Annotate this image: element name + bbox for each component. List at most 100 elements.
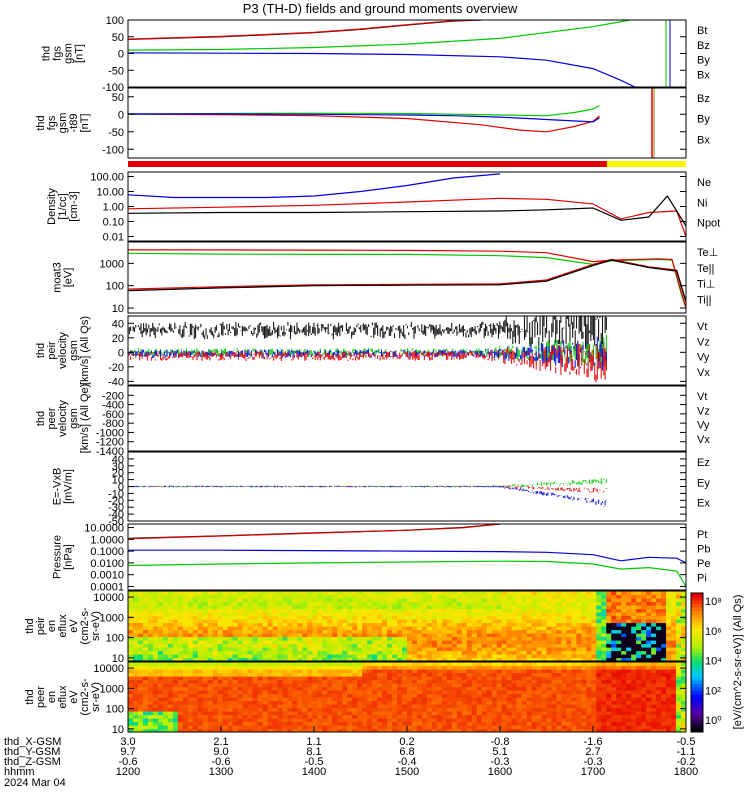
heatmap-cell bbox=[132, 622, 139, 627]
heatmap-cell bbox=[451, 612, 458, 617]
gsm-value: 2.1 bbox=[213, 736, 228, 748]
heatmap-cell bbox=[576, 591, 582, 596]
heatmap-cell bbox=[128, 619, 134, 624]
heatmap-cell bbox=[446, 690, 453, 695]
heatmap-cell bbox=[656, 598, 662, 603]
heatmap-cell bbox=[446, 643, 453, 648]
heatmap-cell bbox=[551, 640, 558, 645]
heatmap-cell bbox=[187, 669, 194, 674]
heatmap-cell bbox=[431, 683, 438, 688]
heatmap-cell bbox=[656, 690, 662, 695]
heatmap-cell bbox=[382, 718, 388, 723]
heatmap-cell bbox=[581, 697, 587, 702]
heatmap-cell bbox=[147, 665, 154, 670]
heatmap-cell bbox=[536, 704, 543, 709]
heatmap-cell bbox=[671, 700, 677, 705]
heatmap-cell bbox=[157, 636, 164, 641]
heatmap-cell bbox=[516, 721, 523, 726]
heatmap-cell bbox=[451, 615, 458, 620]
heatmap-cell bbox=[282, 662, 289, 667]
heatmap-cell bbox=[646, 605, 652, 610]
heatmap-cell bbox=[491, 676, 498, 681]
heatmap-cell bbox=[382, 650, 388, 655]
heatmap-cell bbox=[357, 672, 363, 677]
heatmap-cell bbox=[676, 633, 682, 638]
heatmap-cell bbox=[476, 728, 483, 732]
heatmap-cell bbox=[322, 608, 328, 613]
heatmap-cell bbox=[347, 686, 353, 691]
heatmap-cell bbox=[621, 626, 627, 631]
heatmap-cell bbox=[606, 640, 612, 645]
heatmap-cell bbox=[397, 679, 403, 684]
heatmap-cell bbox=[222, 725, 229, 730]
heatmap-cell bbox=[641, 686, 647, 691]
heatmap-cell bbox=[471, 629, 478, 634]
heatmap-cell bbox=[332, 686, 338, 691]
heatmap-cell bbox=[536, 686, 543, 691]
heatmap-cell bbox=[681, 601, 686, 606]
heatmap-cell bbox=[421, 650, 428, 655]
heatmap-cell bbox=[372, 598, 378, 603]
heatmap-cell bbox=[451, 669, 458, 674]
heatmap-cell bbox=[631, 657, 637, 661]
panel-ylabel: thdpeirvelocitygsm[km/s] (All Qs) bbox=[35, 316, 91, 385]
heatmap-cell bbox=[292, 679, 298, 684]
heatmap-cell bbox=[347, 672, 353, 677]
colorbar-cell bbox=[691, 690, 703, 695]
heatmap-cell bbox=[277, 629, 284, 634]
heatmap-cell bbox=[626, 700, 632, 705]
heatmap-cell bbox=[347, 700, 353, 705]
heatmap-cell bbox=[382, 626, 388, 631]
ylabel-line: [km/s] (All Qe) bbox=[79, 384, 91, 454]
heatmap-cell bbox=[202, 662, 209, 667]
heatmap-cell bbox=[626, 662, 632, 667]
heatmap-cell bbox=[197, 615, 204, 620]
heatmap-cell bbox=[182, 622, 189, 627]
heatmap-cell bbox=[436, 721, 443, 726]
heatmap-cell bbox=[471, 686, 478, 691]
heatmap-cell bbox=[222, 633, 229, 638]
heatmap-cell bbox=[451, 650, 458, 655]
heatmap-cell bbox=[237, 601, 244, 606]
heatmap-cell bbox=[207, 619, 214, 624]
heatmap-cell bbox=[646, 676, 652, 681]
heatmap-cell bbox=[157, 672, 164, 677]
heatmap-cell bbox=[377, 683, 383, 688]
series-pt bbox=[128, 524, 501, 539]
heatmap-cell bbox=[337, 679, 343, 684]
heatmap-cell bbox=[132, 693, 139, 698]
heatmap-cell bbox=[212, 714, 219, 719]
series-ni bbox=[128, 194, 686, 227]
heatmap-cell bbox=[182, 612, 189, 617]
heatmap-cell bbox=[162, 669, 169, 674]
heatmap-cell bbox=[551, 721, 558, 726]
heatmap-cell bbox=[192, 690, 199, 695]
heatmap-cell bbox=[152, 707, 159, 712]
heatmap-cell bbox=[392, 594, 398, 599]
heatmap-cell bbox=[162, 693, 169, 698]
heatmap-cell bbox=[172, 629, 179, 634]
heatmap-cell bbox=[312, 622, 318, 627]
heatmap-cell bbox=[407, 669, 413, 674]
heatmap-cell bbox=[651, 676, 657, 681]
heatmap-cell bbox=[162, 672, 169, 677]
heatmap-cell bbox=[501, 707, 508, 712]
heatmap-cell bbox=[651, 615, 657, 620]
heatmap-cell bbox=[591, 669, 597, 674]
heatmap-cell bbox=[287, 679, 294, 684]
heatmap-cell bbox=[157, 601, 164, 606]
heatmap-cell bbox=[152, 679, 159, 684]
heatmap-cell bbox=[227, 704, 234, 709]
ylabel-line: peer bbox=[46, 407, 58, 429]
heatmap-cell bbox=[671, 704, 677, 709]
heatmap-cell bbox=[651, 636, 657, 641]
heatmap-cell bbox=[466, 669, 473, 674]
heatmap-cell bbox=[272, 704, 279, 709]
heatmap-cell bbox=[471, 718, 478, 723]
heatmap-cell bbox=[128, 711, 134, 716]
heatmap-cell bbox=[217, 612, 224, 617]
heatmap-cell bbox=[651, 665, 657, 670]
heatmap-cell bbox=[541, 721, 548, 726]
heatmap-cell bbox=[436, 728, 443, 732]
heatmap-cell bbox=[302, 676, 308, 681]
